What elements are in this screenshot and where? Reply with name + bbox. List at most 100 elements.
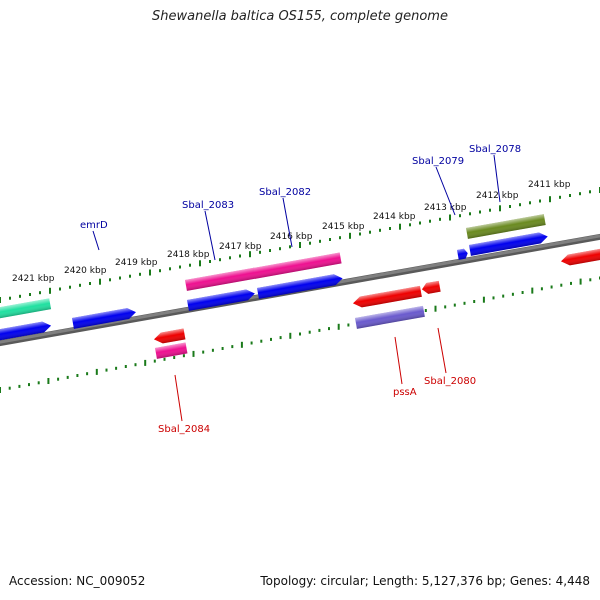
scale-tick [439,217,441,221]
scale-label: 2413 kbp [424,203,467,213]
gene-sbal-2078 [466,214,546,239]
scale-tick [219,258,221,262]
scale-tick [521,291,524,294]
scale-tick [589,190,591,194]
scale-tick [279,247,281,251]
scale-tick [209,260,211,263]
scale-tick [511,292,514,296]
scale-tick [0,387,1,393]
leader-line-sbal-2078 [493,154,501,203]
scale-tick [95,368,98,375]
accession-text: Accession: NC_009052 [9,574,146,588]
gene-blue-2 [187,289,255,311]
scale-tick [129,274,131,278]
scale-tick [339,236,341,240]
scale-tick [59,287,61,291]
scale-tick [549,196,551,203]
gene-label-sbal-2079: Sbal_2079 [412,156,464,167]
scale-label: 2417 kbp [219,242,262,252]
scale-tick [424,309,427,312]
gene-sbal-2083 [185,267,256,291]
scale-tick [453,303,456,307]
scale-tick [289,245,291,249]
gene-red-1 [153,328,186,344]
scale-label: 2420 kbp [64,266,107,276]
scale-tick [559,195,561,199]
scale-tick [479,210,481,214]
scale-label: 2419 kbp [115,258,158,268]
scale-tick [192,350,195,357]
scale-tick [159,269,161,273]
scale-label: 2414 kbp [373,212,416,222]
scale-tick [199,260,201,267]
scale-tick [139,272,141,276]
scale-tick [328,327,330,331]
scale-tick [329,238,331,241]
gene-label-pssa: pssA [393,387,417,398]
scale-tick [482,296,485,303]
gene-sbal-2084 [155,342,188,359]
scale-tick [163,357,166,361]
scale-tick [49,287,51,294]
gene-blue-4 [469,232,548,256]
gene-sbal-2082 [253,252,342,279]
scale-tick [231,345,234,349]
scale-tick [318,328,321,332]
scale-tick [419,221,421,225]
leader-line-emrd [92,230,100,251]
scale-tick [69,285,71,289]
scale-tick [349,232,351,239]
scale-tick [86,372,89,376]
scale-tick [229,256,231,260]
gene-features [0,214,600,359]
scale-tick [560,283,563,287]
gene-blue-1 [0,321,52,341]
scale-tick [179,265,181,269]
scale-tick [18,384,21,388]
gene-label-sbal-2082: Sbal_2082 [259,187,311,198]
scale-tick [239,254,241,258]
scale-tick [579,192,581,196]
leader-line-sbal-2082 [282,197,293,248]
scale-tick [299,332,301,336]
scale-tick [29,293,31,296]
scale-tick [379,228,381,232]
gene-sbal-2079 [457,248,468,260]
scale-label: 2415 kbp [322,222,365,232]
scale-tick [211,348,214,352]
scale-tick [260,339,263,343]
scale-tick [19,294,21,298]
scale-tick [434,305,437,312]
scale-tick [153,359,156,363]
scale-tick [66,375,69,379]
scale-tick [550,285,553,289]
scale-tick [409,223,411,227]
leader-line-sbal-2080 [437,327,447,374]
scale-tick [492,296,495,300]
scale-tick [28,383,30,387]
scale-tick [269,249,271,252]
scale-tick [47,378,50,384]
scale-tick [259,250,261,254]
scale-label: 2411 kbp [528,180,571,190]
scale-tick [337,323,340,330]
scale-tick [429,219,431,223]
scale-tick [389,227,391,230]
map-title: Shewanella baltica OS155, complete genom… [152,9,448,24]
scale-tick [289,332,292,339]
scale-tick [99,278,101,285]
scale-tick [469,212,471,216]
scale-tick [134,363,137,367]
gene-emrD [72,308,136,329]
scale-tick [169,267,171,271]
scale-tick [459,214,461,218]
gene-teal [0,298,52,319]
scale-tick [473,300,476,303]
leader-line-sbal-2084 [174,374,183,422]
scale-tick [39,291,41,295]
scale-tick [109,278,111,282]
scale-tick [240,341,243,348]
scale-tick [519,203,521,207]
scale-label: 2421 kbp [12,274,55,284]
